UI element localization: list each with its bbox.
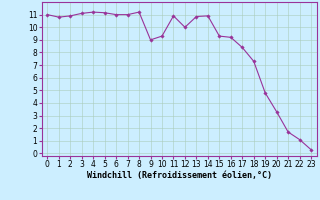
X-axis label: Windchill (Refroidissement éolien,°C): Windchill (Refroidissement éolien,°C): [87, 171, 272, 180]
